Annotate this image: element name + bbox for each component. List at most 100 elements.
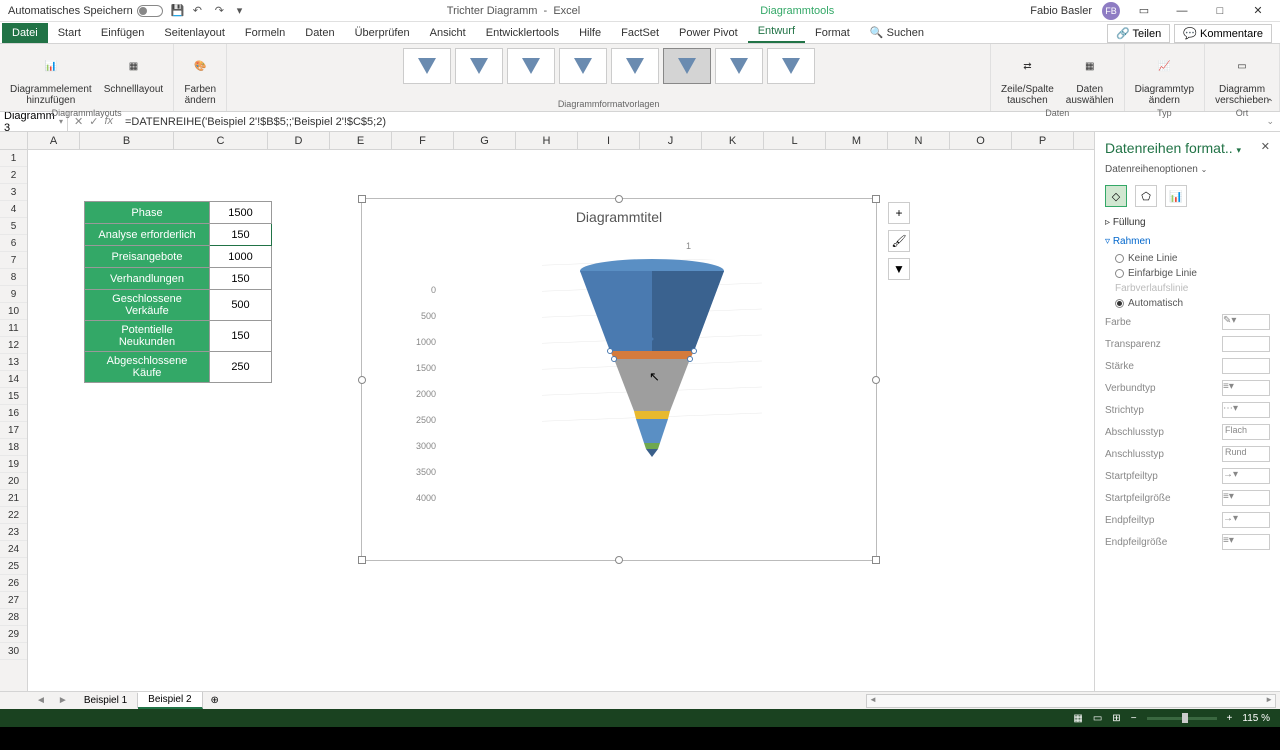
tab-einfügen[interactable]: Einfügen bbox=[91, 23, 154, 43]
page-break-view-icon[interactable]: ⊞ bbox=[1112, 713, 1120, 724]
dash-select[interactable]: ⋯▾ bbox=[1222, 402, 1270, 418]
horizontal-scrollbar[interactable] bbox=[866, 694, 1276, 708]
col-header[interactable]: J bbox=[640, 132, 702, 149]
table-value-cell[interactable]: 500 bbox=[210, 290, 272, 321]
tab-entwurf[interactable]: Entwurf bbox=[748, 21, 805, 43]
chart-style-thumb[interactable] bbox=[767, 48, 815, 84]
table-phase-cell[interactable]: Phase bbox=[85, 202, 210, 224]
end-size-select[interactable]: ≡▾ bbox=[1222, 534, 1270, 550]
add-chart-element-button[interactable]: 📊Diagrammelement hinzufügen bbox=[6, 48, 96, 108]
row-header[interactable]: 1 bbox=[0, 150, 27, 167]
change-colors-button[interactable]: 🎨Farben ändern bbox=[180, 48, 220, 108]
row-header[interactable]: 10 bbox=[0, 303, 27, 320]
row-header[interactable]: 13 bbox=[0, 354, 27, 371]
row-header[interactable]: 16 bbox=[0, 405, 27, 422]
table-value-cell[interactable]: 150 bbox=[210, 268, 272, 290]
sheet-nav-next-icon[interactable]: ► bbox=[52, 695, 74, 706]
chart-styles-gallery[interactable] bbox=[403, 48, 815, 84]
table-phase-cell[interactable]: Geschlossene Verkäufe bbox=[85, 290, 210, 321]
pane-section-fill[interactable]: ▹ Füllung bbox=[1105, 213, 1270, 232]
row-header[interactable]: 29 bbox=[0, 626, 27, 643]
chart-container[interactable]: Diagrammtitel 1 050010001500200025003000… bbox=[361, 198, 877, 561]
row-header[interactable]: 14 bbox=[0, 371, 27, 388]
border-none-option[interactable]: Keine Linie bbox=[1105, 251, 1270, 266]
table-value-cell[interactable]: 250 bbox=[210, 352, 272, 383]
tab-file[interactable]: Datei bbox=[2, 23, 48, 43]
tab-ansicht[interactable]: Ansicht bbox=[420, 23, 476, 43]
pane-section-border[interactable]: ▿ Rahmen bbox=[1105, 232, 1270, 251]
quick-layout-button[interactable]: ▦Schnelllayout bbox=[100, 48, 167, 97]
tab-daten[interactable]: Daten bbox=[295, 23, 344, 43]
tab-factset[interactable]: FactSet bbox=[611, 23, 669, 43]
begin-arrow-select[interactable]: →▾ bbox=[1222, 468, 1270, 484]
normal-view-icon[interactable]: ▦ bbox=[1073, 713, 1082, 724]
cells-grid[interactable]: Phase1500Analyse erforderlich150Preisang… bbox=[28, 150, 1094, 691]
table-value-cell[interactable]: 150 bbox=[210, 224, 272, 246]
cap-select[interactable]: Flach bbox=[1222, 424, 1270, 440]
sheet-nav-prev-icon[interactable]: ◄ bbox=[30, 695, 52, 706]
chart-style-thumb[interactable] bbox=[403, 48, 451, 84]
col-header[interactable]: G bbox=[454, 132, 516, 149]
pane-close-icon[interactable]: ✕ bbox=[1261, 140, 1270, 153]
join-select[interactable]: Rund bbox=[1222, 446, 1270, 462]
user-avatar[interactable]: FB bbox=[1102, 2, 1120, 20]
col-header[interactable]: M bbox=[826, 132, 888, 149]
tab-search[interactable]: 🔍 Suchen bbox=[860, 22, 934, 43]
row-header[interactable]: 12 bbox=[0, 337, 27, 354]
row-header[interactable]: 19 bbox=[0, 456, 27, 473]
col-header[interactable]: H bbox=[516, 132, 578, 149]
chart-style-thumb[interactable] bbox=[507, 48, 555, 84]
col-header[interactable]: B bbox=[80, 132, 174, 149]
pane-fill-line-icon[interactable]: ◇ bbox=[1105, 185, 1127, 207]
undo-icon[interactable]: ↶ bbox=[193, 4, 207, 18]
minimize-icon[interactable]: — bbox=[1168, 1, 1196, 21]
pane-series-options-icon[interactable]: 📊 bbox=[1165, 185, 1187, 207]
chart-y-axis[interactable]: 05001000150020002500300035004000 bbox=[410, 285, 436, 519]
col-header[interactable]: A bbox=[28, 132, 80, 149]
chart-filters-icon[interactable]: ▼ bbox=[888, 258, 910, 280]
col-header[interactable]: E bbox=[330, 132, 392, 149]
sheet-tab-1[interactable]: Beispiel 1 bbox=[74, 693, 138, 708]
col-header[interactable]: N bbox=[888, 132, 950, 149]
select-all-corner[interactable] bbox=[0, 132, 28, 149]
zoom-level[interactable]: 115 % bbox=[1242, 713, 1270, 724]
col-header[interactable]: F bbox=[392, 132, 454, 149]
tab-start[interactable]: Start bbox=[48, 23, 91, 43]
zoom-out-icon[interactable]: − bbox=[1131, 713, 1137, 724]
add-sheet-icon[interactable]: ⊕ bbox=[203, 695, 227, 706]
pane-subtitle[interactable]: Datenreihenoptionen ⌄ bbox=[1105, 160, 1270, 179]
save-icon[interactable]: 💾 bbox=[171, 4, 185, 18]
row-header[interactable]: 21 bbox=[0, 490, 27, 507]
begin-size-select[interactable]: ≡▾ bbox=[1222, 490, 1270, 506]
row-header[interactable]: 7 bbox=[0, 252, 27, 269]
col-header[interactable]: D bbox=[268, 132, 330, 149]
row-header[interactable]: 27 bbox=[0, 592, 27, 609]
chart-style-thumb[interactable] bbox=[715, 48, 763, 84]
tab-entwicklertools[interactable]: Entwicklertools bbox=[476, 23, 569, 43]
row-header[interactable]: 2 bbox=[0, 167, 27, 184]
tab-power pivot[interactable]: Power Pivot bbox=[669, 23, 748, 43]
row-header[interactable]: 23 bbox=[0, 524, 27, 541]
tab-seitenlayout[interactable]: Seitenlayout bbox=[154, 23, 235, 43]
row-header[interactable]: 30 bbox=[0, 643, 27, 660]
chart-style-thumb[interactable] bbox=[611, 48, 659, 84]
sheet-tab-2[interactable]: Beispiel 2 bbox=[138, 692, 202, 709]
chart-style-thumb[interactable] bbox=[559, 48, 607, 84]
compound-select[interactable]: ≡▾ bbox=[1222, 380, 1270, 396]
col-header[interactable]: L bbox=[764, 132, 826, 149]
end-arrow-select[interactable]: →▾ bbox=[1222, 512, 1270, 528]
tab-formeln[interactable]: Formeln bbox=[235, 23, 295, 43]
pane-effects-icon[interactable]: ⬠ bbox=[1135, 185, 1157, 207]
row-header[interactable]: 20 bbox=[0, 473, 27, 490]
switch-row-col-button[interactable]: ⇄Zeile/Spalte tauschen bbox=[997, 48, 1058, 108]
expand-formula-icon[interactable]: ⌄ bbox=[1260, 116, 1280, 127]
column-headers[interactable]: ABCDEFGHIJKLMNOP bbox=[0, 132, 1094, 150]
color-picker[interactable]: ✎▾ bbox=[1222, 314, 1270, 330]
tab-überprüfen[interactable]: Überprüfen bbox=[345, 23, 420, 43]
chart-styles-icon[interactable]: 🖌 bbox=[888, 230, 910, 252]
tab-hilfe[interactable]: Hilfe bbox=[569, 23, 611, 43]
row-header[interactable]: 4 bbox=[0, 201, 27, 218]
table-phase-cell[interactable]: Verhandlungen bbox=[85, 268, 210, 290]
row-header[interactable]: 11 bbox=[0, 320, 27, 337]
col-header[interactable]: K bbox=[702, 132, 764, 149]
